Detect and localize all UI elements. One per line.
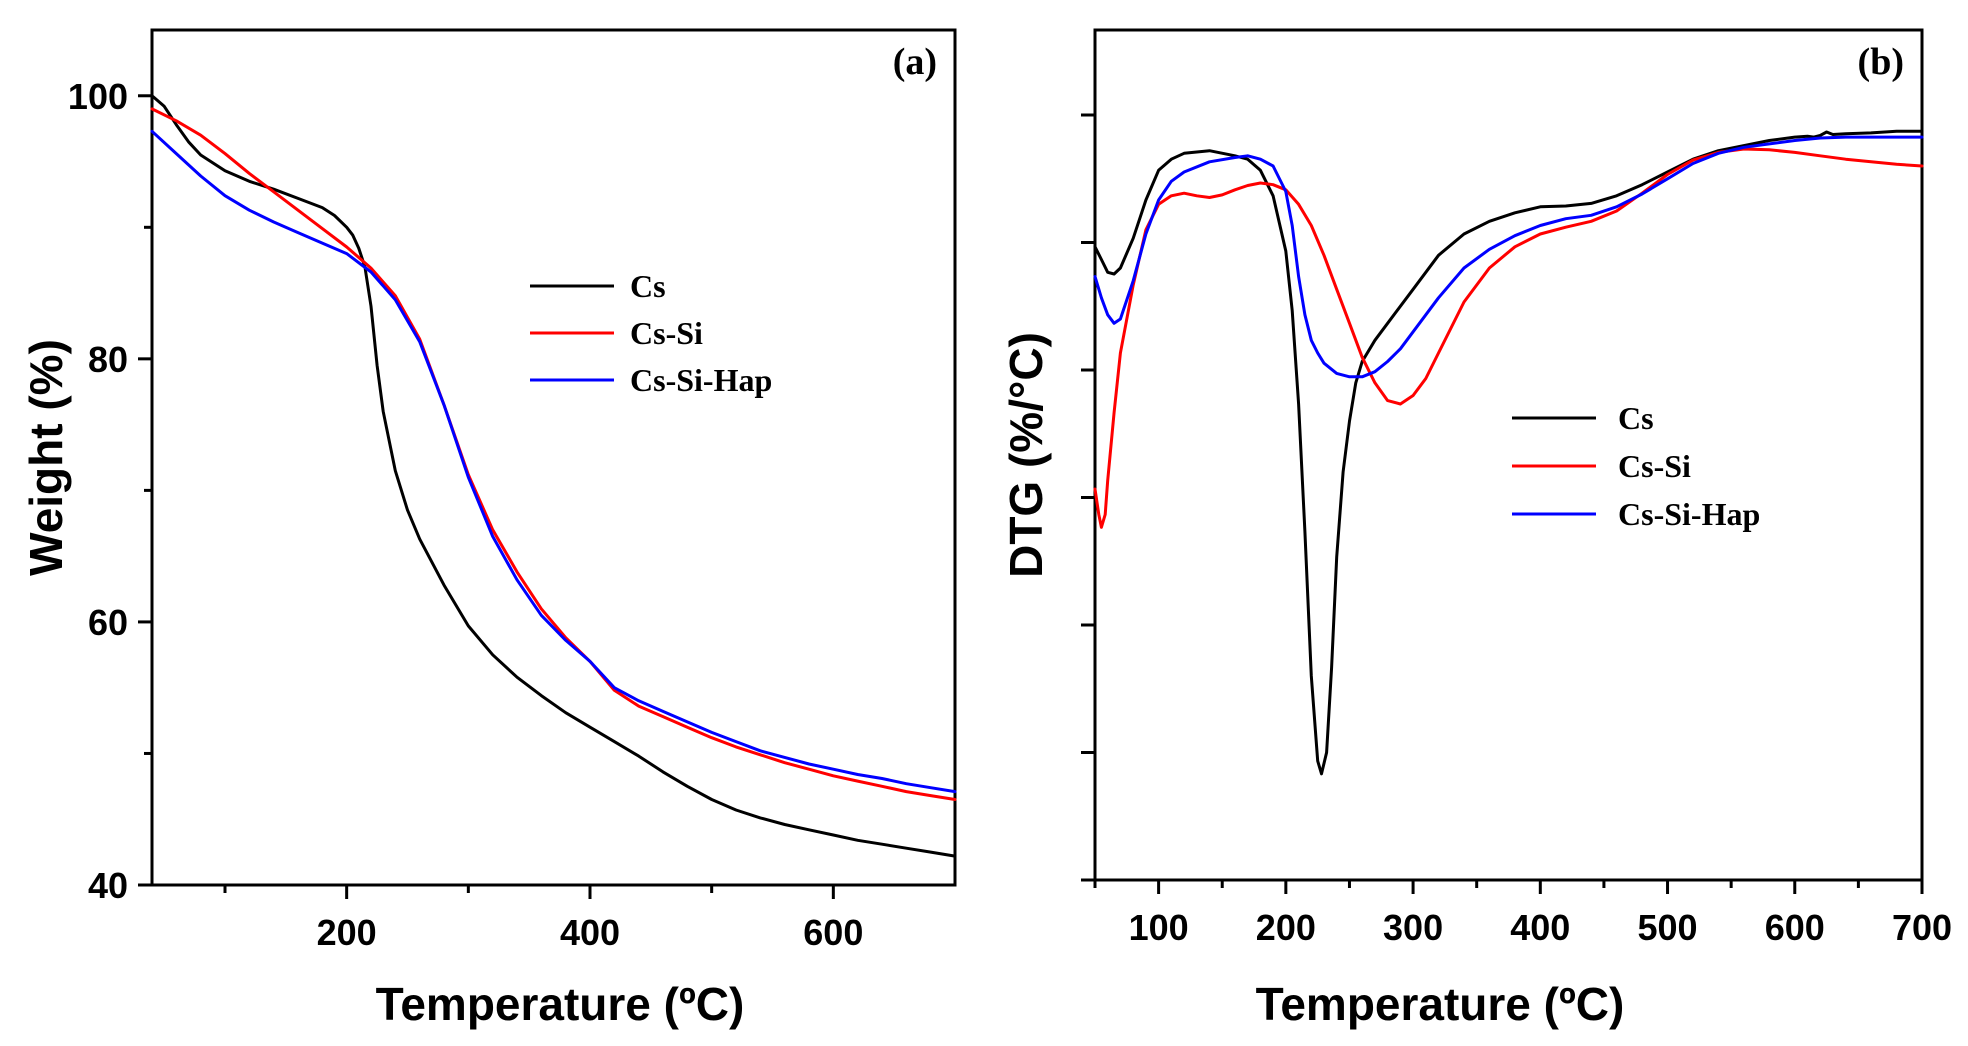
y-tick-label: 80 bbox=[88, 339, 128, 380]
series-line-cs-si-hap bbox=[1093, 135, 1924, 379]
x-axis-title: Temperature (ºC) bbox=[376, 978, 745, 1030]
legend-label: Cs-Si-Hap bbox=[1618, 496, 1760, 532]
x-tick-label: 500 bbox=[1637, 907, 1697, 948]
y-tick-label: 100 bbox=[68, 76, 128, 117]
panel-label: (a) bbox=[893, 41, 937, 83]
plot-frame bbox=[1093, 28, 1924, 882]
panel-label: (b) bbox=[1858, 41, 1904, 83]
legend-label: Cs-Si bbox=[1618, 448, 1691, 484]
x-tick-label: 200 bbox=[317, 912, 377, 953]
x-tick-label: 400 bbox=[560, 912, 620, 953]
y-tick-label: 40 bbox=[88, 865, 128, 906]
x-tick-label: 700 bbox=[1892, 907, 1952, 948]
series-line-cs bbox=[150, 94, 957, 858]
y-axis-title: DTG (%/°C) bbox=[1000, 332, 1052, 578]
x-tick-label: 600 bbox=[1765, 907, 1825, 948]
y-axis-title: Weight (%) bbox=[20, 339, 72, 576]
legend-label: Cs-Si-Hap bbox=[630, 362, 772, 398]
x-tick-label: 100 bbox=[1129, 907, 1189, 948]
panel-b: 100 200 300 400 500 600 700 Temperature (ºC) DTG… bbox=[1000, 28, 1952, 1030]
x-tick-label: 200 bbox=[1256, 907, 1316, 948]
x-tick-label: 400 bbox=[1510, 907, 1570, 948]
legend: Cs Cs-Si Cs-Si-Hap bbox=[530, 268, 772, 398]
x-tick-label: 600 bbox=[803, 912, 863, 953]
legend-label: Cs bbox=[630, 268, 666, 304]
x-axis-title: Temperature (ºC) bbox=[1256, 978, 1625, 1030]
legend: Cs Cs-Si Cs-Si-Hap bbox=[1512, 400, 1760, 532]
plot-frame bbox=[150, 28, 957, 887]
legend-label: Cs-Si bbox=[630, 315, 703, 351]
series-line-cs-si bbox=[1093, 147, 1924, 529]
legend-label: Cs bbox=[1618, 400, 1654, 436]
series-line-cs-si-hap bbox=[150, 129, 957, 794]
x-tick-label: 300 bbox=[1383, 907, 1443, 948]
y-tick-label: 60 bbox=[88, 602, 128, 643]
series-line-cs bbox=[1093, 129, 1924, 776]
panel-a: 200 400 600 40 60 80 100 Temperature (ºC) Weight… bbox=[20, 28, 957, 1030]
series-line-cs-si bbox=[150, 107, 957, 801]
